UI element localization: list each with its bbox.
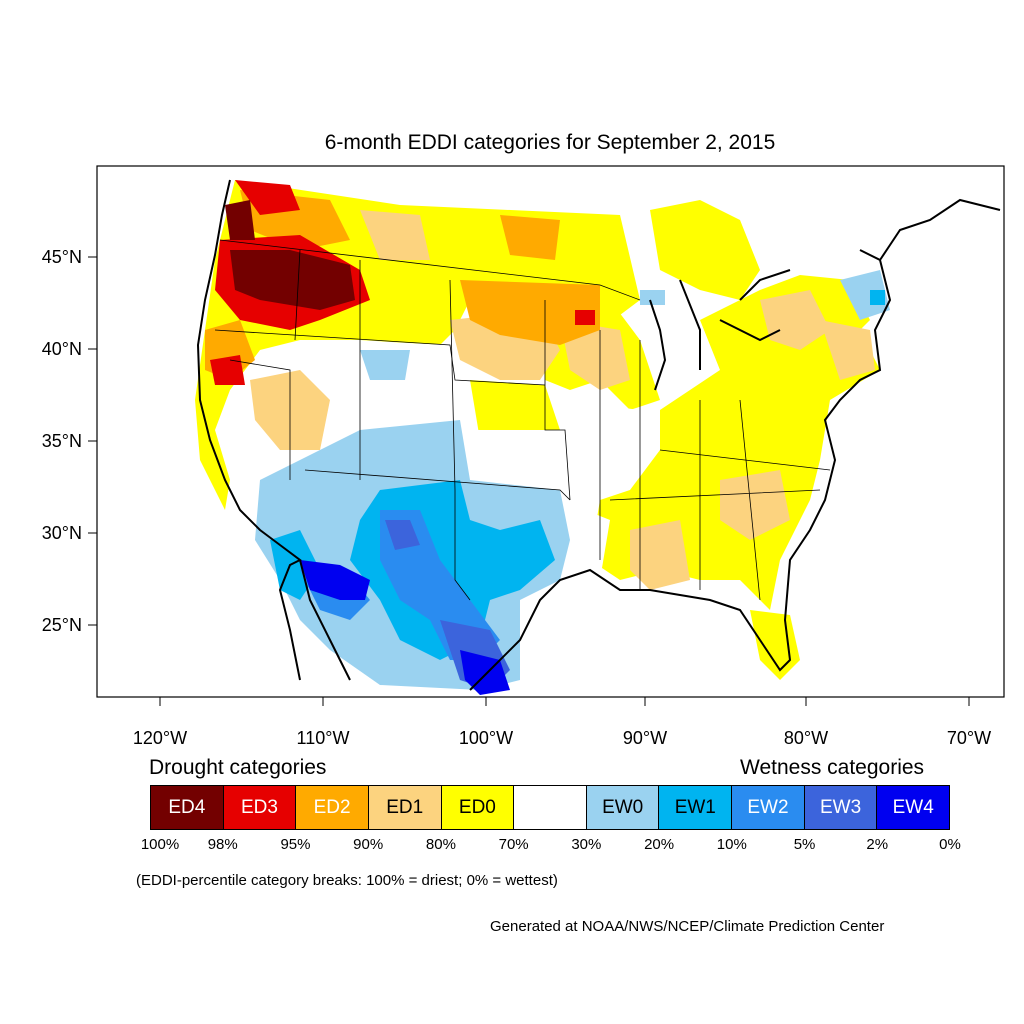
percentile-break: 2% — [866, 836, 889, 853]
map-frame — [96, 165, 1005, 698]
drought-heading: Drought categories — [149, 756, 327, 779]
wetness-heading: Wetness categories — [740, 756, 925, 779]
category-note: (EDDI-percentile category breaks: 100% =… — [136, 872, 558, 889]
legend-swatch-ed2: ED2 — [296, 786, 369, 829]
lon-label-90: 90°W — [622, 728, 668, 748]
lat-label-25: 25°N — [41, 615, 82, 635]
lon-label-80: 80°W — [783, 728, 829, 748]
lon-label-120: 120°W — [132, 728, 188, 748]
legend-swatch-ed1: ED1 — [368, 786, 442, 829]
percentile-break: 95% — [280, 836, 311, 853]
percentile-break: 98% — [207, 836, 238, 853]
legend-swatch-ed3: ED3 — [223, 786, 297, 829]
legend-swatch-ew2: EW2 — [732, 786, 805, 829]
percentile-break: 70% — [498, 836, 529, 853]
legend-swatch-normal — [514, 786, 587, 829]
lon-label-110: 110°W — [296, 728, 350, 748]
percentile-break: 20% — [644, 836, 675, 853]
percentile-break: 10% — [716, 836, 747, 853]
state-borders — [214, 239, 831, 601]
lat-label-40: 40°N — [41, 339, 82, 359]
legend-swatch-ed0: ED0 — [441, 786, 515, 829]
legend-swatch-ew0: EW0 — [586, 786, 660, 829]
lat-label-45: 45°N — [41, 247, 82, 267]
coastlines — [196, 179, 1001, 691]
percentile-break: 90% — [353, 836, 384, 853]
category-legend: ED4 ED3 ED2 ED1 ED0 EW0 EW1 EW2 EW3 EW4 — [150, 785, 950, 830]
lon-label-70: 70°W — [946, 728, 992, 748]
percentile-break: 30% — [571, 836, 602, 853]
legend-swatch-ew3: EW3 — [804, 786, 878, 829]
ed4-regions — [225, 200, 355, 310]
lon-label-100: 100°W — [458, 728, 514, 748]
percentile-break: 100% — [140, 836, 180, 853]
legend-swatch-ew1: EW1 — [659, 786, 733, 829]
legend-swatch-ew4: EW4 — [877, 786, 950, 829]
lat-label-30: 30°N — [41, 523, 82, 543]
percentile-break: 5% — [793, 836, 816, 853]
lat-label-35: 35°N — [41, 431, 82, 451]
percentile-break: 80% — [425, 836, 456, 853]
credit-line: Generated at NOAA/NWS/NCEP/Climate Predi… — [490, 918, 885, 935]
eddi-map — [88, 165, 1005, 706]
percentile-break: 0% — [939, 836, 961, 853]
map-title: 6-month EDDI categories for September 2,… — [324, 131, 776, 154]
axis-ticks — [88, 256, 970, 706]
legend-swatch-ed4: ED4 — [151, 786, 224, 829]
